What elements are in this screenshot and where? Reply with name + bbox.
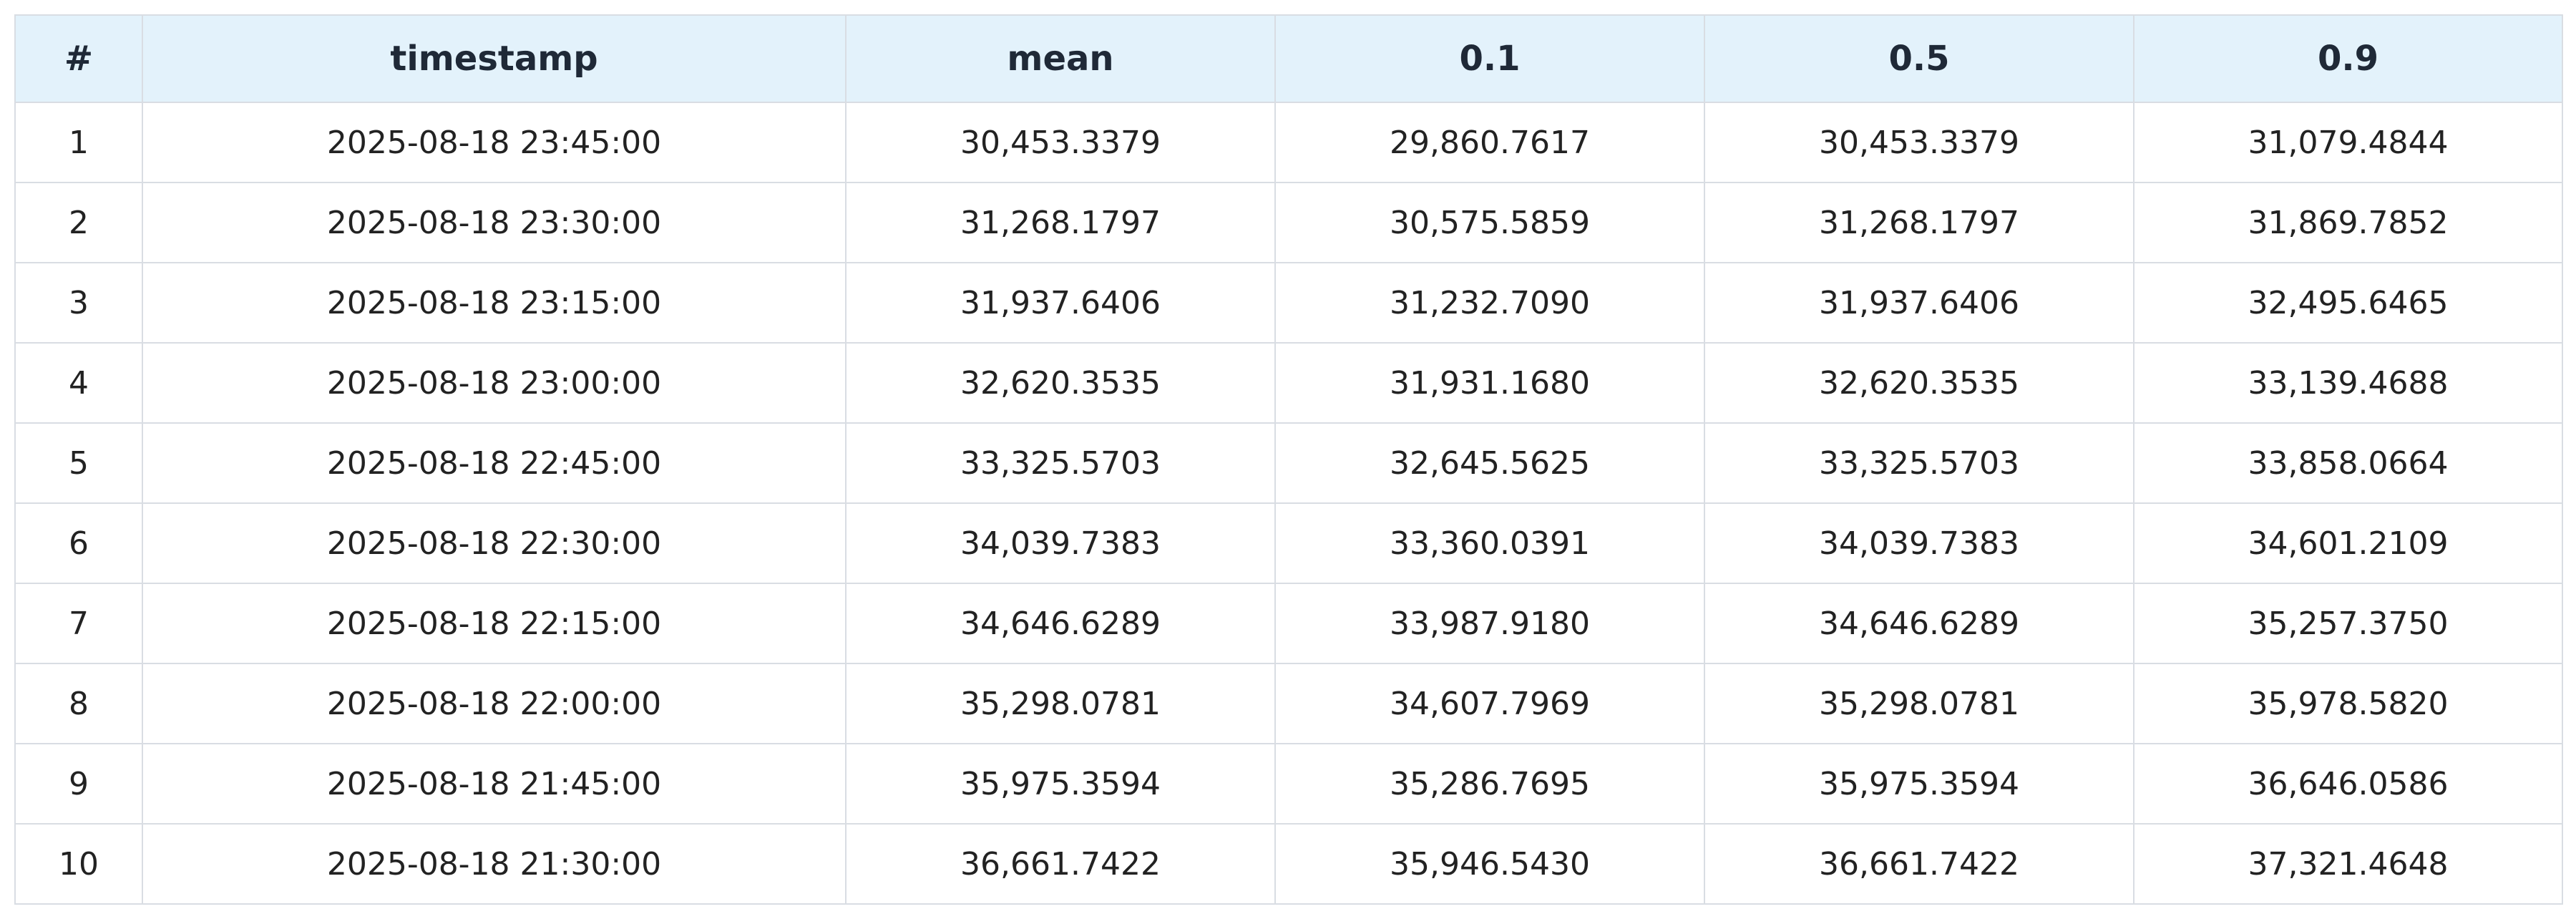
cell-quantile-0-5: 35,298.0781 [1704, 663, 2135, 744]
cell-timestamp: 2025-08-18 22:15:00 [142, 583, 847, 664]
cell-timestamp: 2025-08-18 22:30:00 [142, 502, 847, 584]
cell-timestamp: 2025-08-18 23:30:00 [142, 182, 847, 263]
cell-mean: 32,620.3535 [845, 342, 1276, 424]
cell-mean: 33,325.5703 [845, 422, 1276, 504]
cell-quantile-0-1: 29,860.7617 [1274, 102, 1705, 183]
table-row: 9 2025-08-18 21:45:00 35,975.3594 35,286.76… [14, 743, 2563, 825]
cell-quantile-0-9: 34,601.2109 [2133, 502, 2563, 584]
cell-mean: 31,268.1797 [845, 182, 1276, 263]
cell-timestamp: 2025-08-18 22:00:00 [142, 663, 847, 744]
table-row: 1 2025-08-18 23:45:00 30,453.3379 29,860.76… [14, 102, 2563, 183]
cell-quantile-0-5: 31,268.1797 [1704, 182, 2135, 263]
cell-index: 1 [14, 102, 143, 183]
cell-quantile-0-1: 32,645.5625 [1274, 422, 1705, 504]
cell-index: 7 [14, 583, 143, 664]
column-header-quantile-0-9[interactable]: 0.9 [2133, 14, 2563, 103]
cell-mean: 34,646.6289 [845, 583, 1276, 664]
cell-quantile-0-1: 35,286.7695 [1274, 743, 1705, 825]
cell-quantile-0-9: 36,646.0586 [2133, 743, 2563, 825]
table-row: 3 2025-08-18 23:15:00 31,937.6406 31,232.70… [14, 262, 2563, 344]
forecast-table-container: # timestamp mean 0.1 0.5 0.9 1 2025-08-18… [14, 14, 2563, 905]
cell-timestamp: 2025-08-18 23:15:00 [142, 262, 847, 344]
cell-timestamp: 2025-08-18 21:30:00 [142, 823, 847, 905]
cell-quantile-0-1: 35,946.5430 [1274, 823, 1705, 905]
cell-index: 2 [14, 182, 143, 263]
cell-quantile-0-9: 32,495.6465 [2133, 262, 2563, 344]
cell-quantile-0-1: 33,987.9180 [1274, 583, 1705, 664]
table-row: 8 2025-08-18 22:00:00 35,298.0781 34,607.79… [14, 663, 2563, 744]
cell-quantile-0-5: 36,661.7422 [1704, 823, 2135, 905]
cell-mean: 31,937.6406 [845, 262, 1276, 344]
cell-quantile-0-1: 31,232.7090 [1274, 262, 1705, 344]
column-header-index[interactable]: # [14, 14, 143, 103]
cell-index: 8 [14, 663, 143, 744]
cell-index: 6 [14, 502, 143, 584]
cell-index: 9 [14, 743, 143, 825]
table-row: 10 2025-08-18 21:30:00 36,661.7422 35,946.5… [14, 823, 2563, 905]
cell-quantile-0-9: 35,257.3750 [2133, 583, 2563, 664]
cell-quantile-0-9: 33,139.4688 [2133, 342, 2563, 424]
cell-quantile-0-9: 37,321.4648 [2133, 823, 2563, 905]
cell-quantile-0-5: 35,975.3594 [1704, 743, 2135, 825]
cell-quantile-0-9: 31,079.4844 [2133, 102, 2563, 183]
cell-quantile-0-9: 33,858.0664 [2133, 422, 2563, 504]
cell-timestamp: 2025-08-18 23:00:00 [142, 342, 847, 424]
header-row: # timestamp mean 0.1 0.5 0.9 [14, 14, 2563, 103]
cell-index: 3 [14, 262, 143, 344]
cell-mean: 35,975.3594 [845, 743, 1276, 825]
cell-mean: 30,453.3379 [845, 102, 1276, 183]
cell-timestamp: 2025-08-18 21:45:00 [142, 743, 847, 825]
cell-timestamp: 2025-08-18 22:45:00 [142, 422, 847, 504]
cell-index: 4 [14, 342, 143, 424]
column-header-quantile-0-1[interactable]: 0.1 [1274, 14, 1705, 103]
cell-quantile-0-5: 34,039.7383 [1704, 502, 2135, 584]
cell-quantile-0-1: 33,360.0391 [1274, 502, 1705, 584]
table-body: 1 2025-08-18 23:45:00 30,453.3379 29,860.76… [14, 102, 2563, 905]
table-row: 2 2025-08-18 23:30:00 31,268.1797 30,575.58… [14, 182, 2563, 263]
table-row: 4 2025-08-18 23:00:00 32,620.3535 31,931.16… [14, 342, 2563, 424]
cell-quantile-0-5: 34,646.6289 [1704, 583, 2135, 664]
cell-quantile-0-5: 32,620.3535 [1704, 342, 2135, 424]
cell-quantile-0-1: 34,607.7969 [1274, 663, 1705, 744]
cell-timestamp: 2025-08-18 23:45:00 [142, 102, 847, 183]
cell-quantile-0-9: 31,869.7852 [2133, 182, 2563, 263]
cell-index: 10 [14, 823, 143, 905]
cell-quantile-0-1: 30,575.5859 [1274, 182, 1705, 263]
cell-quantile-0-5: 33,325.5703 [1704, 422, 2135, 504]
cell-index: 5 [14, 422, 143, 504]
table-header: # timestamp mean 0.1 0.5 0.9 [14, 14, 2563, 103]
table-row: 6 2025-08-18 22:30:00 34,039.7383 33,360.03… [14, 502, 2563, 584]
cell-quantile-0-9: 35,978.5820 [2133, 663, 2563, 744]
table-row: 7 2025-08-18 22:15:00 34,646.6289 33,987.91… [14, 583, 2563, 664]
cell-mean: 36,661.7422 [845, 823, 1276, 905]
cell-mean: 34,039.7383 [845, 502, 1276, 584]
cell-quantile-0-1: 31,931.1680 [1274, 342, 1705, 424]
column-header-quantile-0-5[interactable]: 0.5 [1704, 14, 2135, 103]
forecast-table: # timestamp mean 0.1 0.5 0.9 1 2025-08-18… [14, 14, 2563, 905]
column-header-timestamp[interactable]: timestamp [142, 14, 847, 103]
cell-quantile-0-5: 30,453.3379 [1704, 102, 2135, 183]
table-row: 5 2025-08-18 22:45:00 33,325.5703 32,645.56… [14, 422, 2563, 504]
column-header-mean[interactable]: mean [845, 14, 1276, 103]
cell-mean: 35,298.0781 [845, 663, 1276, 744]
cell-quantile-0-5: 31,937.6406 [1704, 262, 2135, 344]
